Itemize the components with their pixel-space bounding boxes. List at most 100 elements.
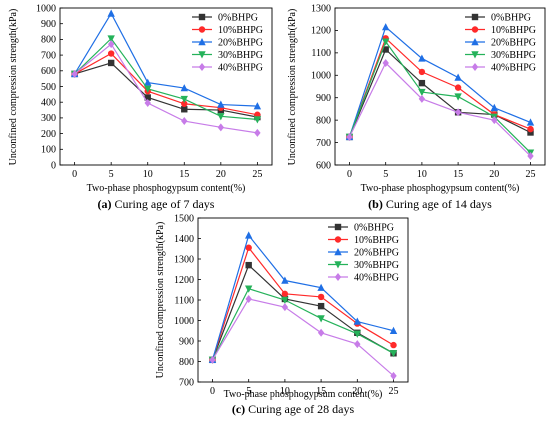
series-line xyxy=(348,40,531,154)
data-point xyxy=(317,283,325,291)
y-axis-label: Unconfined compression strength(kPa) xyxy=(287,9,298,166)
panel-caption-text: Curing age of 14 days xyxy=(383,197,492,211)
legend-label: 10%BHPG xyxy=(354,235,399,246)
data-point xyxy=(390,341,397,349)
y-tick-label: 700 xyxy=(41,50,56,61)
legend-marker xyxy=(334,248,342,256)
x-tick-label: 10 xyxy=(417,169,427,180)
series-line xyxy=(348,37,531,138)
data-point xyxy=(490,103,499,112)
x-tick-label: 25 xyxy=(389,386,399,397)
y-tick-label: 600 xyxy=(316,160,331,171)
legend-label: 30%BHPG xyxy=(491,50,536,61)
data-point xyxy=(418,68,426,76)
series-line xyxy=(74,43,258,134)
x-tick-label: 15 xyxy=(316,386,326,397)
x-tick-label: 10 xyxy=(280,386,290,397)
series-line xyxy=(211,264,394,361)
data-point xyxy=(217,113,225,121)
series-40%BHPG xyxy=(209,294,397,380)
data-point xyxy=(454,93,462,101)
legend-marker xyxy=(198,51,206,59)
panel-caption: (c) Curing age of 28 days xyxy=(232,402,355,416)
data-point xyxy=(454,84,462,91)
data-point xyxy=(353,317,362,325)
data-point xyxy=(144,85,152,93)
x-axis-label: Two-phase phosphogypsum content(%) xyxy=(87,183,246,194)
panel-caption-letter: (b) xyxy=(368,197,383,211)
legend-label: 0%BHPG xyxy=(354,223,394,234)
legend-marker xyxy=(198,63,206,71)
y-tick-label: 200 xyxy=(41,129,56,140)
legend-label: 10%BHPG xyxy=(491,25,536,36)
x-tick-label: 10 xyxy=(143,169,153,180)
y-tick-label: 400 xyxy=(41,98,56,109)
y-tick-label: 1200 xyxy=(174,275,194,286)
data-point xyxy=(390,371,397,380)
data-point xyxy=(107,35,115,43)
chart-panel-0: 0 100 200 300 400 500 600 700 800 900 1000 0 5 10 15 20… xyxy=(8,3,273,211)
data-point xyxy=(527,152,534,161)
legend-marker xyxy=(471,26,479,33)
y-tick-label: 700 xyxy=(316,138,331,149)
data-point xyxy=(144,94,151,101)
data-point xyxy=(217,123,225,132)
y-tick-label: 1000 xyxy=(311,71,331,82)
x-tick-label: 0 xyxy=(72,169,77,180)
data-point xyxy=(181,106,188,113)
y-tick-label: 1500 xyxy=(174,213,194,224)
data-point xyxy=(491,116,498,125)
data-point xyxy=(381,38,390,46)
data-point xyxy=(454,108,462,117)
series-40%BHPG xyxy=(346,58,534,161)
y-tick-label: 1100 xyxy=(311,48,331,59)
x-tick-label: 20 xyxy=(216,169,226,180)
series-line xyxy=(74,52,258,116)
legend-marker xyxy=(198,13,206,21)
data-point xyxy=(418,94,426,103)
panel-caption-letter: (c) xyxy=(232,402,245,416)
series-line xyxy=(211,234,394,361)
x-tick-label: 5 xyxy=(246,386,251,397)
y-tick-label: 1300 xyxy=(174,254,194,265)
y-tick-label: 700 xyxy=(179,377,194,388)
data-point xyxy=(454,73,462,81)
data-point xyxy=(245,261,252,269)
data-point xyxy=(144,98,151,107)
data-point xyxy=(317,315,325,323)
data-point xyxy=(71,69,78,78)
data-point xyxy=(180,84,188,92)
legend-marker xyxy=(471,63,479,71)
x-axis-label: Two-phase phosphogypsum content(%) xyxy=(224,389,383,400)
data-point xyxy=(144,78,152,86)
legend-label: 20%BHPG xyxy=(354,248,399,259)
series-40%BHPG xyxy=(71,40,261,137)
series-line xyxy=(211,288,394,361)
plot-frame xyxy=(334,7,546,166)
legend-label: 0%BHPG xyxy=(491,13,531,24)
data-point xyxy=(389,350,398,358)
legend-label: 0%BHPG xyxy=(218,13,258,24)
y-tick-label: 900 xyxy=(179,336,194,347)
legend-marker xyxy=(334,236,342,243)
y-tick-label: 1100 xyxy=(174,295,194,306)
data-point xyxy=(418,79,426,87)
y-tick-label: 1000 xyxy=(36,3,56,14)
data-point xyxy=(217,100,225,108)
panel-caption: (a) Curing age of 7 days xyxy=(98,197,215,211)
data-point xyxy=(346,132,353,141)
series-10%BHPG xyxy=(209,244,397,364)
data-point xyxy=(281,296,289,304)
series-line xyxy=(348,61,531,157)
data-point xyxy=(389,326,398,334)
data-point xyxy=(281,290,289,298)
data-point xyxy=(244,231,253,239)
y-tick-label: 1400 xyxy=(174,234,194,245)
y-tick-label: 1300 xyxy=(311,3,331,14)
y-tick-label: 0 xyxy=(51,160,56,171)
data-point xyxy=(354,340,361,349)
data-point xyxy=(253,102,262,110)
